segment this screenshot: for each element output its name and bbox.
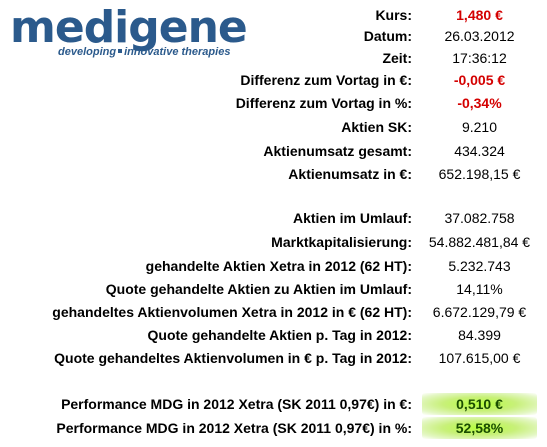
label-aktienvolumen-xetra: gehandeltes Aktienvolumen Xetra in 2012 … [52,304,412,320]
row-aktien-sk: Aktien SK: 9.210 [0,116,547,138]
row-zeit: Zeit: 17:36:12 [0,47,547,69]
medigene-logo: medigene developing innovative therapies [10,2,248,66]
label-marktkapitalisierung: Marktkapitalisierung: [271,234,412,250]
label-aktien-sk: Aktien SK: [341,119,412,135]
value-aktienvolumen-xetra: 6.672.129,79 € [432,304,527,320]
row-aktien-im-umlauf: Aktien im Umlauf: 37.082.758 [0,207,547,229]
value-quote-aktien-umlauf: 14,11% [456,281,503,297]
label-performance-eur: Performance MDG in 2012 Xetra (SK 2011 0… [61,396,412,412]
value-differenz-eur: -0,005 € [453,72,506,88]
value-performance-eur: 0,510 € [422,393,537,415]
label-aktienumsatz-eur: Aktienumsatz in €: [288,166,412,182]
label-gehandelte-aktien-xetra: gehandelte Aktien Xetra in 2012 (62 HT): [145,258,412,274]
value-aktien-im-umlauf: 37.082.758 [444,210,515,226]
row-datum: Datum: 26.03.2012 [0,25,547,47]
value-quote-aktien-tag: 84.399 [458,327,501,343]
label-differenz-pct: Differenz zum Vortag in %: [235,95,412,111]
value-aktienumsatz-eur: 652.198,15 € [438,166,521,182]
logo-wordmark: medigene [10,2,248,53]
row-kurs: Kurs: 1,480 € [0,4,547,26]
value-differenz-pct: -0,34% [457,95,502,111]
label-zeit: Zeit: [382,50,412,66]
row-performance-eur: Performance MDG in 2012 Xetra (SK 2011 0… [0,393,547,415]
value-gehandelte-aktien-xetra: 5.232.743 [448,258,511,274]
row-aktienvolumen-xetra: gehandeltes Aktienvolumen Xetra in 2012 … [0,301,547,323]
logo-tagline: developing innovative therapies [58,46,230,58]
value-aktienumsatz-gesamt: 434.324 [454,143,505,159]
value-aktien-sk: 9.210 [461,119,498,135]
label-quote-aktien-umlauf: Quote gehandelte Aktien zu Aktien im Uml… [105,281,412,297]
row-quote-aktien-tag: Quote gehandelte Aktien p. Tag in 2012: … [0,324,547,346]
label-aktien-im-umlauf: Aktien im Umlauf: [292,210,412,226]
row-marktkapitalisierung: Marktkapitalisierung: 54.882.481,84 € [0,231,547,253]
value-datum: 26.03.2012 [444,28,515,44]
value-zeit: 17:36:12 [452,50,507,66]
row-gehandelte-aktien-xetra: gehandelte Aktien Xetra in 2012 (62 HT):… [0,255,547,277]
row-aktienumsatz-eur: Aktienumsatz in €: 652.198,15 € [0,163,547,185]
value-performance-pct: 52,58% [422,417,537,439]
square-bullet-icon [118,49,123,54]
row-aktienumsatz-gesamt: Aktienumsatz gesamt: 434.324 [0,140,547,162]
label-performance-pct: Performance MDG in 2012 Xetra (SK 2011 0… [56,420,412,436]
label-quote-aktien-tag: Quote gehandelte Aktien p. Tag in 2012: [147,327,413,343]
row-differenz-pct: Differenz zum Vortag in %: -0,34% [0,92,547,114]
label-kurs: Kurs: [375,7,412,23]
value-marktkapitalisierung: 54.882.481,84 € [428,234,531,250]
row-quote-aktien-umlauf: Quote gehandelte Aktien zu Aktien im Uml… [0,278,547,300]
row-performance-pct: Performance MDG in 2012 Xetra (SK 2011 0… [0,417,547,439]
label-differenz-eur: Differenz zum Vortag in €: [240,72,412,88]
row-quote-volumen-tag: Quote gehandeltes Aktienvolumen in € p. … [0,347,547,369]
value-kurs: 1,480 € [456,7,503,23]
row-differenz-eur: Differenz zum Vortag in €: -0,005 € [0,69,547,91]
logo-tagline-part1: developing [58,46,117,58]
label-aktienumsatz-gesamt: Aktienumsatz gesamt: [263,143,412,159]
value-quote-volumen-tag: 107.615,00 € [438,350,521,366]
logo-tagline-part2: innovative therapies [124,46,231,58]
label-datum: Datum: [363,28,412,44]
label-quote-volumen-tag: Quote gehandeltes Aktienvolumen in € p. … [54,350,412,366]
